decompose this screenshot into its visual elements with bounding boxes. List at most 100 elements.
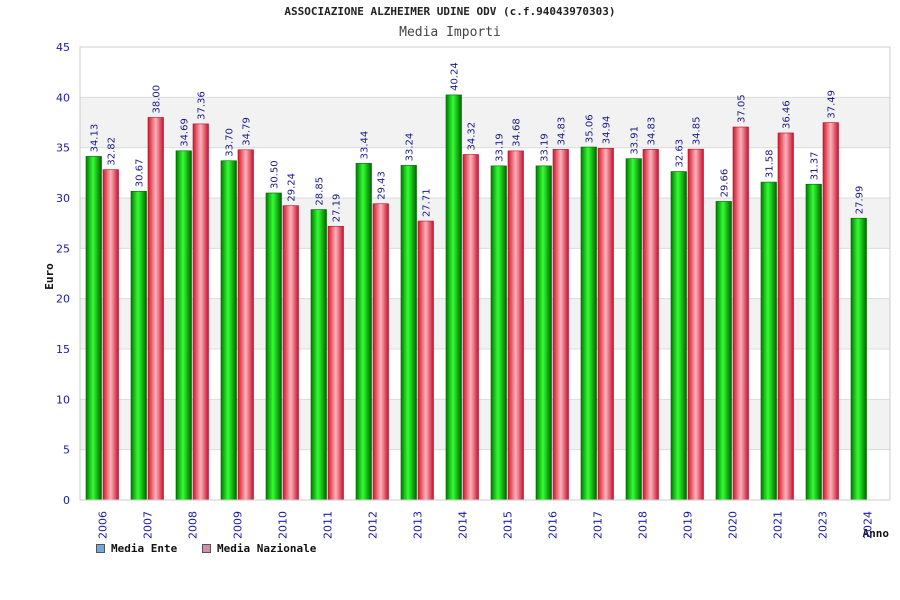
bar-media-nazionale: [462, 154, 479, 501]
grid-band: [80, 97, 890, 148]
bar-media-nazionale: [147, 117, 164, 501]
grid-band: [80, 198, 890, 249]
y-tick-label: 40: [56, 91, 70, 104]
bar-media-nazionale: [372, 203, 389, 501]
y-tick-label: 45: [56, 41, 70, 54]
data-label: 33.19: [495, 133, 506, 162]
bar-media-ente: [85, 156, 102, 501]
y-tick-label: 5: [63, 444, 70, 457]
x-tick-label: 2015: [502, 511, 515, 539]
y-tick-label: 20: [56, 293, 70, 306]
bar-media-nazionale: [777, 132, 794, 501]
bar-media-ente: [580, 146, 597, 501]
data-label: 34.83: [557, 117, 568, 146]
plot-frame: [79, 46, 891, 501]
bars: [85, 94, 867, 501]
data-label: 30.50: [270, 160, 281, 189]
x-tick-label: 2021: [772, 511, 785, 539]
bar-media-ente: [175, 150, 192, 501]
bar-media-ente: [130, 190, 147, 501]
legend-item-ente: Media Ente: [96, 542, 177, 555]
data-label: 31.37: [810, 152, 821, 181]
data-label: 34.83: [647, 117, 658, 146]
bar-media-ente: [535, 165, 552, 501]
bar-media-nazionale: [417, 220, 434, 501]
data-label: 33.44: [360, 131, 371, 160]
bar-media-nazionale: [552, 149, 569, 501]
data-label: 28.85: [315, 177, 326, 206]
bar-media-ente: [625, 158, 642, 501]
grid-band: [80, 298, 890, 349]
x-tick-label: 2019: [682, 511, 695, 539]
y-tick-label: 10: [56, 393, 70, 406]
bar-media-nazionale: [597, 147, 614, 501]
data-label: 32.63: [675, 139, 686, 168]
x-tick-label: 2013: [412, 511, 425, 539]
data-label: 40.24: [450, 62, 461, 91]
data-label: 34.32: [467, 122, 478, 151]
data-label: 31.58: [765, 149, 776, 178]
data-label: 32.82: [107, 137, 118, 166]
grid-band: [80, 47, 890, 98]
data-label: 37.05: [737, 94, 748, 123]
x-axis-label: Anno: [863, 527, 890, 540]
bar-media-ente: [670, 171, 687, 501]
legend-label-nazionale: Media Nazionale: [217, 542, 317, 555]
y-axis-label: Euro: [43, 263, 56, 290]
chart-subtitle: Media Importi: [399, 25, 501, 40]
x-tick-label: 2024: [862, 511, 875, 539]
bar-media-ente: [760, 181, 777, 501]
bar-media-ente: [805, 183, 822, 501]
data-label: 29.43: [377, 171, 388, 200]
y-tick-label: 15: [56, 343, 70, 356]
data-label: 37.49: [827, 90, 838, 119]
bar-media-ente: [490, 165, 507, 501]
data-label: 33.19: [540, 133, 551, 162]
bar-media-ente: [355, 163, 372, 501]
x-tick-label: 2018: [637, 511, 650, 539]
legend-label-ente: Media Ente: [111, 542, 178, 555]
data-label: 30.67: [135, 159, 146, 188]
bar-media-ente: [715, 201, 732, 501]
data-label: 33.91: [630, 126, 641, 155]
grid-band: [80, 349, 890, 400]
data-label: 29.66: [720, 169, 731, 198]
bar-media-nazionale: [192, 123, 209, 501]
data-label: 34.69: [180, 118, 191, 147]
data-label: 38.00: [152, 85, 163, 114]
axes: 0 5 10 15 20 25 30 35 40 45 Euro Anno 2006 2007 2008 20…: [43, 41, 891, 540]
data-label: 34.79: [242, 117, 253, 146]
bar-media-ente: [850, 217, 867, 501]
bar-media-nazionale: [282, 205, 299, 501]
bar-media-nazionale: [102, 169, 119, 501]
x-tick-label: 2023: [817, 511, 830, 539]
data-label: 34.13: [90, 124, 101, 153]
data-labels: 34.13 32.82 30.67 38.00 34.69 37.36 33.70 34.79…: [90, 62, 866, 222]
x-tick-label: 2008: [187, 511, 200, 539]
bar-media-ente: [265, 192, 282, 501]
legend-swatch-ente: [96, 544, 105, 553]
grid-band: [80, 399, 890, 450]
x-tick-label: 2009: [232, 511, 245, 539]
data-label: 27.99: [855, 186, 866, 215]
data-label: 37.36: [197, 91, 208, 120]
x-tick-label: 2016: [547, 511, 560, 539]
data-label: 27.19: [332, 194, 343, 223]
bar-media-nazionale: [687, 148, 704, 501]
x-tick-label: 2006: [97, 511, 110, 539]
y-tick-label: 25: [56, 242, 70, 255]
x-tick-label: 2017: [592, 511, 605, 539]
bar-media-ente: [445, 94, 462, 501]
grid-bands: [80, 47, 890, 500]
data-label: 36.46: [782, 100, 793, 129]
grid-band: [80, 449, 890, 500]
data-label: 29.24: [287, 173, 298, 202]
grid-band: [80, 147, 890, 198]
data-label: 27.71: [422, 188, 433, 217]
data-label: 33.70: [225, 128, 236, 157]
bar-media-ente: [310, 209, 327, 501]
x-tick-label: 2014: [457, 511, 470, 539]
y-tick-label: 35: [56, 142, 70, 155]
y-tick-label: 0: [63, 494, 70, 507]
